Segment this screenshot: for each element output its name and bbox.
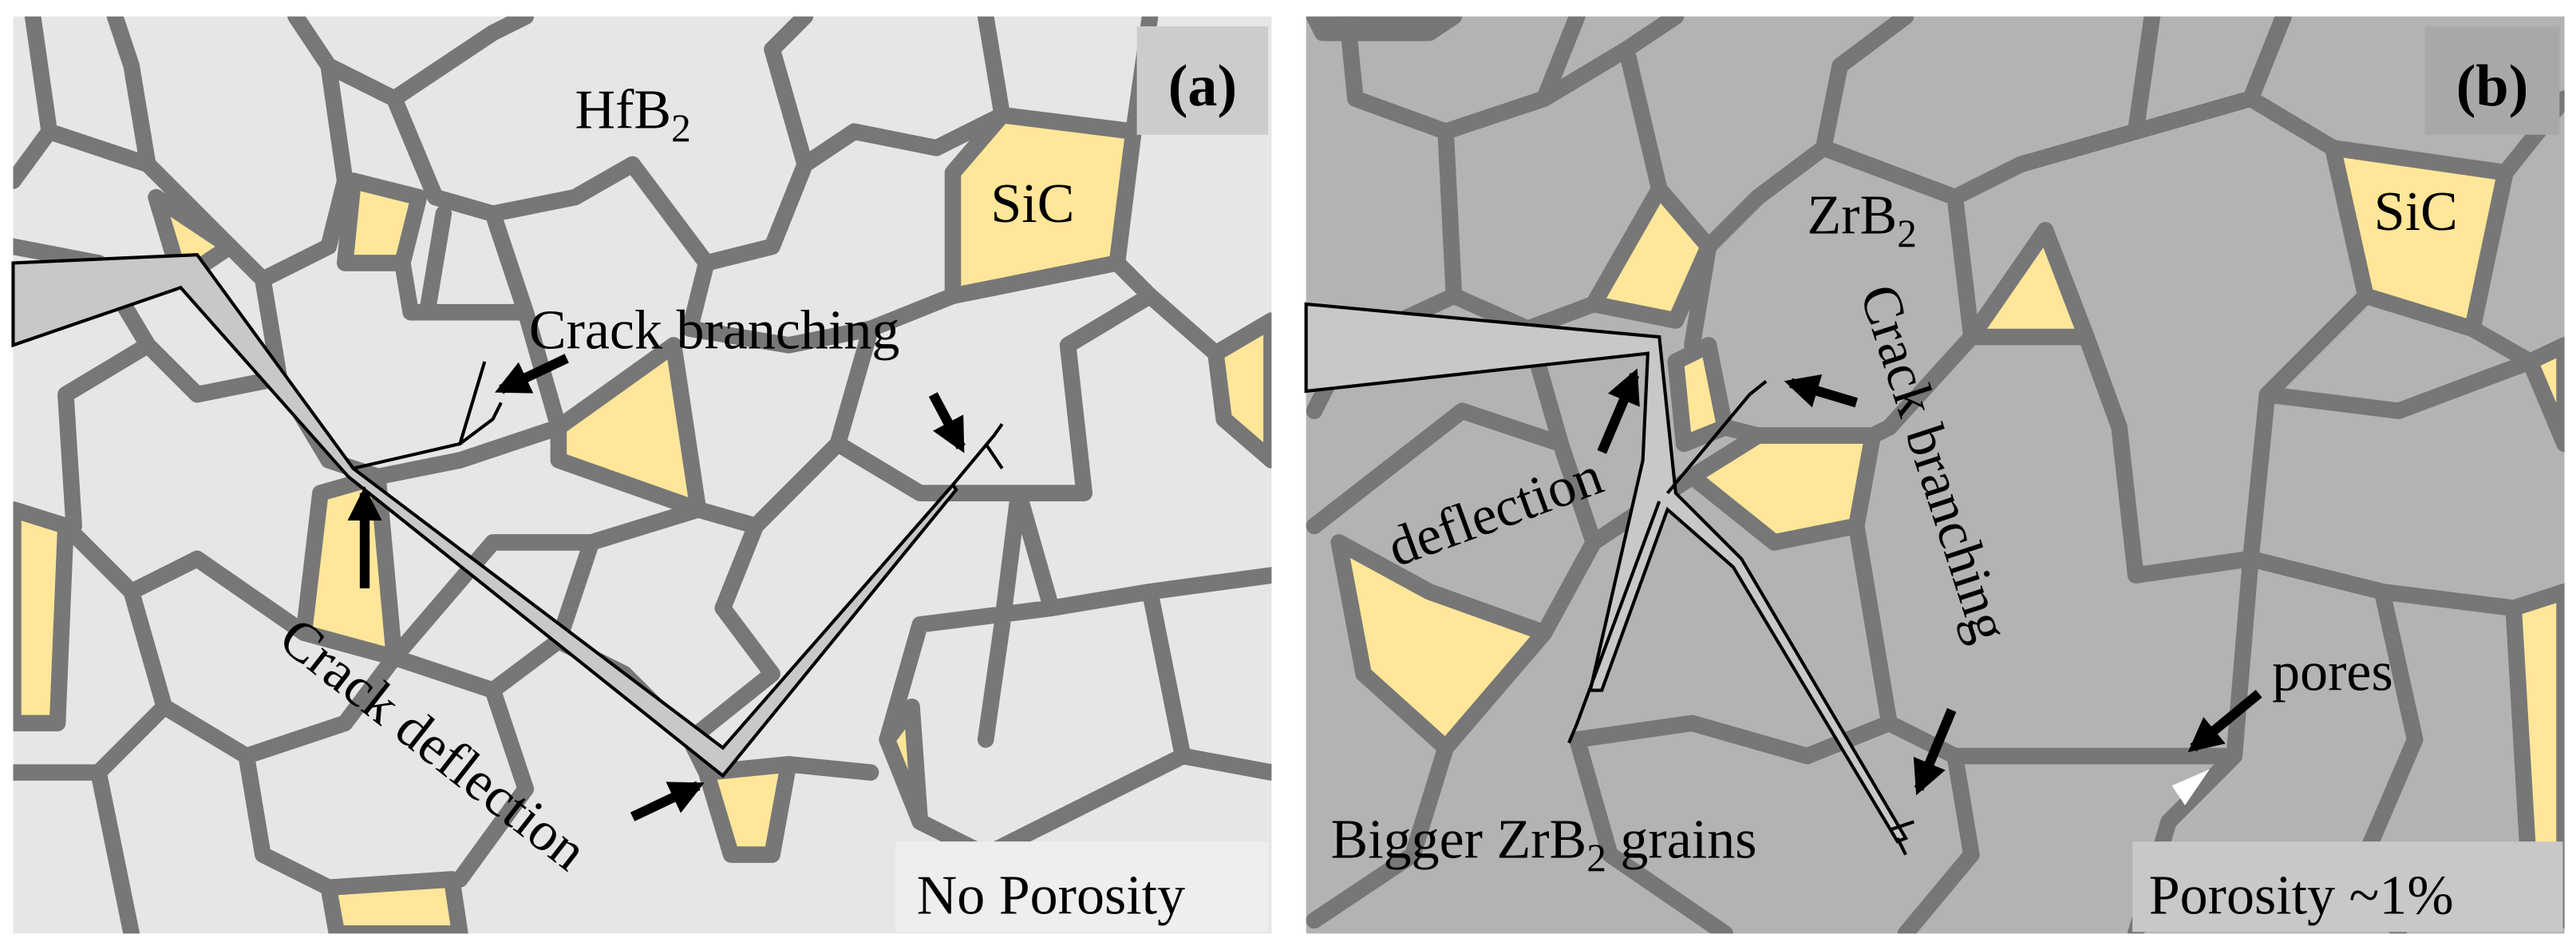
- subscript: 2: [1897, 212, 1917, 255]
- text: Bigger ZrB: [1331, 809, 1587, 871]
- porosity-label: Porosity ~1%: [2149, 865, 2454, 927]
- subscript: 2: [671, 106, 691, 150]
- crack-path: [1304, 302, 1909, 844]
- pore: [2171, 769, 2210, 806]
- arrow: [1913, 708, 1957, 796]
- label-box: [895, 841, 1269, 932]
- annotation: pores: [2272, 642, 2393, 703]
- crack-branches: [353, 361, 1004, 486]
- label-box: [2132, 841, 2563, 932]
- sic-label: SiC: [990, 173, 1074, 235]
- sic-grain: [1306, 16, 1463, 42]
- panel-a: (a) HfB2 SiC Crack branching Crack defle…: [11, 16, 1272, 934]
- sic-grain: [697, 756, 797, 863]
- crack-path: [11, 253, 958, 778]
- porosity-label: No Porosity: [917, 865, 1185, 927]
- sic-grain: [2505, 583, 2565, 929]
- matrix-label: HfB2: [575, 80, 691, 150]
- sic-grain: [13, 501, 74, 732]
- arrow: [928, 392, 966, 453]
- matrix-label: ZrB2: [1808, 184, 1917, 255]
- panel-label: (a): [1168, 53, 1237, 119]
- panel-label: (b): [2456, 53, 2529, 119]
- crack-branches: [1567, 380, 1915, 856]
- label-box: [1136, 26, 1269, 135]
- arrow: [1597, 368, 1640, 454]
- text: grains: [1606, 809, 1757, 871]
- sic-grain: [1207, 312, 1272, 469]
- arrow: [1784, 374, 1859, 408]
- sic-grain: [1963, 221, 2095, 346]
- arrow: [630, 781, 705, 821]
- arrow: [495, 354, 569, 394]
- sic-grain: [1684, 427, 1882, 551]
- panel-b: (b) ZrB2 SiC Crack branching deflection …: [1304, 16, 2565, 934]
- subscript: 2: [1586, 836, 1606, 880]
- text: HfB: [575, 80, 672, 141]
- sic-grain: [337, 172, 428, 271]
- microstructure: [13, 16, 1272, 934]
- annotation: Crack branching: [529, 299, 899, 361]
- arrow: [2187, 690, 2262, 753]
- sic-grain: [320, 871, 468, 934]
- label-box: [2424, 26, 2560, 135]
- sic-grain: [1330, 534, 1553, 757]
- microstructure: [1306, 16, 2565, 934]
- text: ZrB: [1808, 184, 1898, 246]
- sic-label: SiC: [2374, 181, 2458, 243]
- grains-label: Bigger ZrB2 grains: [1331, 809, 1757, 880]
- sic-grain: [2522, 337, 2565, 453]
